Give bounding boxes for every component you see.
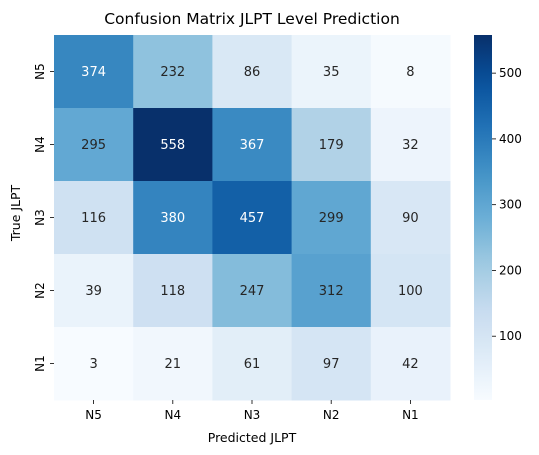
x-tick-label: N5 xyxy=(85,408,102,422)
heatmap-cell xyxy=(370,181,451,255)
x-tick-label: N4 xyxy=(164,408,181,422)
colorbar-tick-label: 200 xyxy=(499,263,522,277)
heatmap-cell xyxy=(291,254,372,328)
x-axis-ticks: N5 N4 N3 N2 N1 xyxy=(85,400,419,422)
heatmap-cell xyxy=(212,181,293,255)
cell-value-label: 380 xyxy=(160,211,185,226)
heatmap-cell xyxy=(370,327,451,401)
x-axis-label: Predicted JLPT xyxy=(208,430,297,445)
heatmap-cell xyxy=(370,35,451,109)
cell-value-label: 118 xyxy=(160,284,185,299)
heatmap-cell xyxy=(54,181,134,255)
heatmap-cell xyxy=(212,327,293,401)
cell-value-label: 35 xyxy=(323,65,340,80)
cell-value-label: 457 xyxy=(240,211,265,226)
heatmap-cell xyxy=(133,35,213,109)
heatmap-cell-labels: 374 232 86 35 8 295 558 367 179 32 116 380 457 299 90 3… xyxy=(81,65,423,372)
colorbar-ticks: 100 200 300 400 500 xyxy=(492,66,522,343)
x-tick-label: N3 xyxy=(244,408,261,422)
y-axis-ticks: N5 N4 N3 N2 N1 xyxy=(33,63,54,372)
cell-value-label: 312 xyxy=(319,284,344,299)
y-tick-label: N5 xyxy=(33,63,47,80)
heatmap-cell xyxy=(291,35,372,109)
colorbar-tick-label: 400 xyxy=(499,132,522,146)
heatmap-cell xyxy=(370,254,451,328)
cell-value-label: 61 xyxy=(244,357,261,372)
x-tick-label: N1 xyxy=(402,408,419,422)
heatmap-cell xyxy=(212,108,293,182)
cell-value-label: 558 xyxy=(160,138,185,153)
heatmap-cell xyxy=(370,108,451,182)
cell-value-label: 179 xyxy=(319,138,344,153)
cell-value-label: 90 xyxy=(402,211,419,226)
cell-value-label: 232 xyxy=(160,65,185,80)
cell-value-label: 295 xyxy=(81,138,106,153)
cell-value-label: 116 xyxy=(81,211,106,226)
cell-value-label: 3 xyxy=(89,357,97,372)
cell-value-label: 32 xyxy=(402,138,419,153)
cell-value-label: 42 xyxy=(402,357,419,372)
cell-value-label: 367 xyxy=(240,138,265,153)
cell-value-label: 86 xyxy=(244,65,261,80)
colorbar-tick-label: 500 xyxy=(499,66,522,80)
cell-value-label: 97 xyxy=(323,357,340,372)
y-axis-label: True JLPT xyxy=(8,184,23,242)
y-tick-label: N3 xyxy=(33,209,47,226)
y-tick-label: N1 xyxy=(33,355,47,372)
heatmap-cell xyxy=(54,254,134,328)
cell-value-label: 21 xyxy=(165,357,182,372)
chart-title: Confusion Matrix JLPT Level Prediction xyxy=(104,10,400,28)
cell-value-label: 374 xyxy=(81,65,106,80)
cell-value-label: 8 xyxy=(406,65,414,80)
y-tick-label: N4 xyxy=(33,136,47,153)
heatmap-cell xyxy=(291,108,372,182)
heatmap-cell xyxy=(133,108,213,182)
heatmap-cell xyxy=(133,181,213,255)
x-tick-label: N2 xyxy=(323,408,340,422)
heatmap-cell xyxy=(212,35,293,109)
heatmap-cell xyxy=(212,254,293,328)
y-tick-label: N2 xyxy=(33,282,47,299)
heatmap-cell xyxy=(54,35,134,109)
cell-value-label: 100 xyxy=(398,284,423,299)
heatmap-cell xyxy=(54,327,134,401)
cell-value-label: 247 xyxy=(240,284,265,299)
heatmap-cell xyxy=(54,108,134,182)
heatmap-cell xyxy=(291,327,372,401)
heatmap-cells xyxy=(54,35,451,401)
heatmap-cell xyxy=(133,254,213,328)
heatmap-cell xyxy=(133,327,213,401)
colorbar-tick-label: 300 xyxy=(499,198,522,212)
heatmap-cell xyxy=(291,181,372,255)
colorbar xyxy=(474,35,492,400)
cell-value-label: 39 xyxy=(85,284,102,299)
colorbar-tick-label: 100 xyxy=(499,329,522,343)
cell-value-label: 299 xyxy=(319,211,344,226)
